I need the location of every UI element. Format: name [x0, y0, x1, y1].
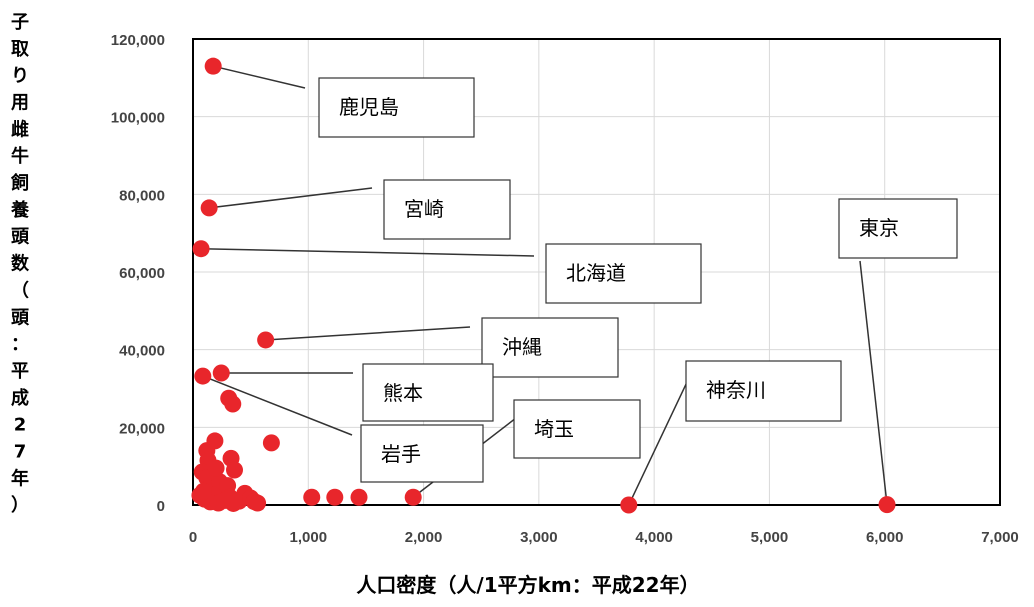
- leader-line: [628, 379, 689, 506]
- callout-box: [318, 77, 475, 138]
- y-tick-label: 40,000: [119, 343, 165, 360]
- y-axis-label-char: 取: [11, 39, 30, 60]
- callout-box: [513, 399, 641, 459]
- x-axis-label: 人口密度（人/1平方km：平成22年）: [356, 573, 699, 597]
- point-label: 東京: [859, 216, 899, 240]
- data-point: [194, 367, 212, 385]
- data-point: [207, 459, 225, 477]
- plot-area-frame: [192, 38, 1001, 506]
- point-label: 北海道: [566, 261, 626, 285]
- data-point: [192, 240, 210, 258]
- x-axis-ticks: 0 1,000 2,000 3,000 4,000 5,000 6,000 7,000: [189, 529, 1019, 546]
- data-point: [303, 488, 321, 506]
- x-tick-label: 4,000: [635, 529, 673, 546]
- leader-line: [202, 375, 353, 436]
- y-tick-label: 60,000: [119, 265, 165, 282]
- data-point: [226, 461, 244, 479]
- y-axis-label-char: 飼: [10, 172, 29, 194]
- point-label: 熊本: [383, 381, 423, 405]
- y-axis-label-char: 牛: [11, 145, 29, 167]
- data-point: [878, 496, 896, 514]
- y-axis-label-char: 頭: [11, 307, 30, 328]
- point-label: 埼玉: [534, 417, 574, 441]
- y-axis-label-char: 頭: [11, 227, 30, 248]
- data-point: [404, 488, 422, 506]
- data-points: [191, 57, 896, 514]
- callout-box: [838, 198, 958, 259]
- x-tick-label: 6,000: [866, 529, 904, 546]
- data-point: [620, 496, 638, 514]
- data-point: [200, 199, 218, 217]
- y-axis-label-char: ：: [11, 334, 29, 355]
- y-tick-label: 0: [157, 498, 165, 515]
- leader-line: [265, 326, 471, 341]
- callout-box: [383, 179, 511, 240]
- y-axis-label-char: 数: [11, 253, 30, 275]
- callout-box: [685, 360, 842, 422]
- y-axis-label-char: ）: [11, 495, 29, 516]
- y-axis-label-char: 平: [11, 361, 29, 382]
- callout-box: [545, 243, 702, 304]
- leader-line: [209, 187, 373, 209]
- point-label: 宮崎: [404, 197, 444, 221]
- y-axis-label-char: 用: [11, 93, 29, 114]
- x-tick-label: 7,000: [981, 529, 1019, 546]
- y-axis-label-char: 成: [11, 387, 29, 409]
- callout-box: [362, 363, 494, 422]
- data-point: [224, 395, 242, 413]
- data-point: [212, 364, 230, 382]
- leader-line: [201, 247, 535, 257]
- leader-line: [859, 260, 888, 505]
- data-point: [262, 434, 280, 452]
- y-tick-label: 120,000: [111, 32, 165, 49]
- y-axis-label-char: 年: [11, 467, 29, 489]
- x-tick-label: 3,000: [520, 529, 558, 546]
- y-axis-label-char: り: [11, 66, 29, 87]
- y-axis-ticks: 0 20,000 40,000 60,000 80,000 100,000 120,000: [111, 32, 165, 515]
- data-point: [249, 494, 267, 512]
- data-point: [194, 482, 212, 500]
- point-label: 沖縄: [502, 335, 542, 359]
- data-point: [350, 488, 368, 506]
- y-axis-label-char: （: [11, 280, 29, 301]
- data-point: [326, 488, 344, 506]
- point-label: 鹿児島: [339, 95, 399, 119]
- leader-line: [213, 65, 306, 89]
- y-axis-label-char: 雌: [11, 118, 29, 140]
- y-axis-label-char: 7: [14, 441, 27, 462]
- y-tick-label: 20,000: [119, 420, 165, 437]
- y-tick-label: 100,000: [111, 110, 165, 127]
- callout-box: [360, 424, 484, 483]
- x-tick-label: 0: [189, 529, 197, 546]
- x-tick-label: 5,000: [751, 529, 789, 546]
- x-tick-label: 2,000: [405, 529, 443, 546]
- point-label: 岩手: [381, 442, 421, 466]
- x-tick-label: 1,000: [290, 529, 328, 546]
- y-axis-label-char: 養: [10, 199, 29, 221]
- callout-box: [481, 317, 619, 378]
- y-tick-label: 80,000: [119, 187, 165, 204]
- point-label: 神奈川: [706, 378, 766, 402]
- y-axis-label-char: 2: [14, 415, 27, 436]
- data-point: [257, 331, 275, 349]
- y-axis-label-char: 子: [11, 12, 29, 33]
- data-point: [204, 57, 222, 75]
